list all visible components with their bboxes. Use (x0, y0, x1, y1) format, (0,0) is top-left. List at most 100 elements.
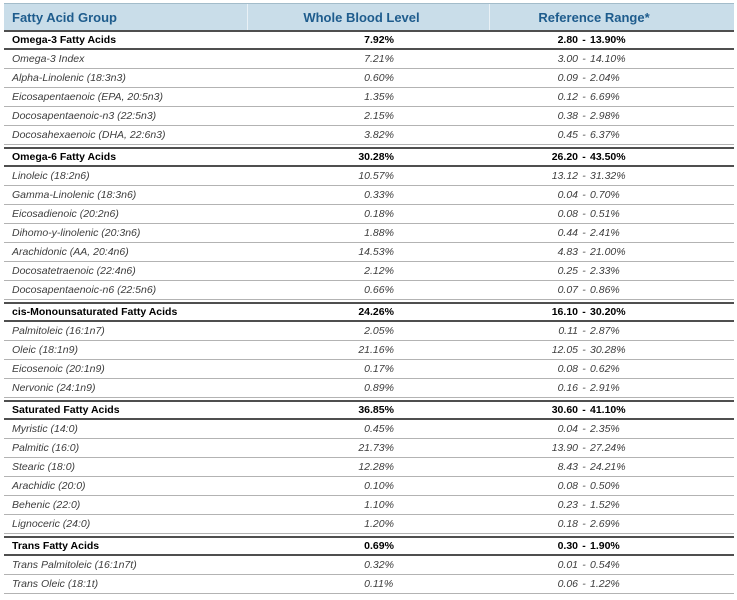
value-integer-part: 0 (364, 189, 370, 201)
range-dash: - (582, 129, 586, 141)
table-row: Gamma-Linolenic (18:3n6) 0.33% 0.04-0.70% (4, 186, 734, 205)
range-low-value: 2.80 (557, 34, 578, 46)
value-fraction-part: .60% (370, 72, 394, 84)
blood-level-value: 1.10% (248, 499, 490, 511)
value-integer-part: 0 (364, 284, 370, 296)
value-fraction-part: .57% (370, 170, 394, 182)
blood-level-value: 21.16% (248, 344, 490, 356)
fatty-acid-name: Omega-3 Fatty Acids (12, 34, 117, 46)
value-fraction-part: .20% (370, 518, 394, 530)
value-fraction-part: .92% (370, 34, 394, 46)
range-low-value: 0.08 (557, 208, 578, 220)
range-low-value: 13.90 (551, 442, 578, 454)
value-integer-part: 1 (364, 499, 370, 511)
value-integer-part: 0 (364, 559, 370, 571)
reference-range: 0.16-2.91% (490, 382, 734, 394)
table-row: Lignoceric (24:0) 1.20% 0.18-2.69% (4, 515, 734, 534)
value-integer-part: 0 (364, 423, 370, 435)
range-high-value: 2.35% (590, 423, 620, 435)
fatty-acid-name: Docosahexaenoic (DHA, 22:6n3) (12, 129, 166, 141)
reference-range: 16.10-30.20% (490, 306, 734, 318)
fatty-acid-name: Arachidic (20:0) (12, 480, 86, 492)
table-row: Behenic (22:0) 1.10% 0.23-1.52% (4, 496, 734, 515)
reference-range: 0.45-6.37% (490, 129, 734, 141)
table-row: Eicosadienoic (20:2n6) 0.18% 0.08-0.51% (4, 205, 734, 224)
value-fraction-part: .82% (370, 129, 394, 141)
blood-level-value: 0.89% (248, 382, 490, 394)
range-high-value: 30.28% (590, 344, 626, 356)
fatty-acid-name: Trans Palmitoleic (16:1n7t) (12, 559, 137, 571)
fatty-acid-name: Eicosadienoic (20:2n6) (12, 208, 119, 220)
range-low-value: 0.11 (558, 325, 578, 337)
value-integer-part: 10 (358, 170, 370, 182)
value-fraction-part: .33% (370, 189, 394, 201)
range-low-value: 30.60 (551, 404, 578, 416)
blood-level-value: 36.85% (248, 404, 490, 416)
range-dash: - (582, 344, 586, 356)
value-fraction-part: .10% (370, 499, 394, 511)
column-header-whole-blood-level: Whole Blood Level (248, 4, 490, 30)
range-dash: - (582, 306, 586, 318)
table-rows: Omega-3 Fatty Acids 7.92% 2.80-13.90% Omega… (4, 32, 734, 594)
range-dash: - (582, 227, 586, 239)
reference-range: 0.25-2.33% (490, 265, 734, 277)
fatty-acid-name: Stearic (18:0) (12, 461, 76, 473)
reference-range: 0.04-0.70% (490, 189, 734, 201)
range-dash: - (582, 151, 586, 163)
fatty-acid-name: Trans Oleic (18:1t) (12, 578, 99, 590)
table-row: Omega-3 Index 7.21% 3.00-14.10% (4, 50, 734, 69)
fatty-acid-name: Linoleic (18:2n6) (12, 170, 90, 182)
reference-range: 0.44-2.41% (490, 227, 734, 239)
range-dash: - (582, 540, 586, 552)
reference-range: 26.20-43.50% (490, 151, 734, 163)
range-high-value: 1.90% (590, 540, 620, 552)
reference-range: 0.30-1.90% (490, 540, 734, 552)
reference-range: 0.11-2.87% (490, 325, 734, 337)
blood-level-value: 30.28% (248, 151, 490, 163)
column-header-reference-range: Reference Range* (538, 9, 650, 25)
reference-range: 0.07-0.86% (490, 284, 734, 296)
value-integer-part: 0 (364, 578, 370, 590)
range-high-value: 0.51% (590, 208, 620, 220)
range-dash: - (582, 189, 586, 201)
value-integer-part: 2 (364, 110, 370, 122)
reference-range: 0.09-2.04% (490, 72, 734, 84)
range-low-value: 12.05 (551, 344, 578, 356)
reference-range: 0.06-1.22% (490, 578, 734, 590)
group-row: Omega-3 Fatty Acids 7.92% 2.80-13.90% (4, 32, 734, 50)
range-low-value: 3.00 (557, 53, 578, 65)
range-dash: - (582, 246, 586, 258)
blood-level-value: 24.26% (248, 306, 490, 318)
value-integer-part: 2 (364, 265, 370, 277)
fatty-acid-name: Docosapentaenoic-n6 (22:5n6) (12, 284, 157, 296)
reference-range: 12.05-30.28% (490, 344, 734, 356)
value-integer-part: 7 (364, 53, 370, 65)
reference-range: 0.38-2.98% (490, 110, 734, 122)
reference-range: 13.12-31.32% (490, 170, 734, 182)
reference-range: 0.08-0.62% (490, 363, 734, 375)
range-low-value: 0.04 (557, 189, 578, 201)
range-low-value: 0.06 (557, 578, 578, 590)
range-dash: - (582, 382, 586, 394)
range-low-value: 0.25 (557, 265, 578, 277)
range-high-value: 0.54% (590, 559, 620, 571)
blood-level-value: 0.66% (248, 284, 490, 296)
reference-range: 0.12-6.69% (490, 91, 734, 103)
fatty-acid-name: Myristic (14:0) (12, 423, 78, 435)
fatty-acid-name: Docosatetraenoic (22:4n6) (12, 265, 136, 277)
fatty-acid-name: Eicosenoic (20:1n9) (12, 363, 105, 375)
blood-level-value: 2.12% (248, 265, 490, 277)
blood-level-value: 0.11% (248, 578, 490, 590)
table-row: Dihomo-y-linolenic (20:3n6) 1.88% 0.44-2.4… (4, 224, 734, 243)
range-dash: - (582, 91, 586, 103)
fatty-acid-name: Trans Fatty Acids (12, 540, 100, 552)
value-fraction-part: .16% (370, 344, 394, 356)
range-dash: - (582, 423, 586, 435)
range-low-value: 0.38 (557, 110, 578, 122)
value-fraction-part: .35% (370, 91, 394, 103)
range-low-value: 0.09 (557, 72, 578, 84)
range-high-value: 27.24% (590, 442, 626, 454)
value-fraction-part: .73% (370, 442, 394, 454)
range-high-value: 2.69% (590, 518, 620, 530)
range-low-value: 0.45 (557, 129, 578, 141)
